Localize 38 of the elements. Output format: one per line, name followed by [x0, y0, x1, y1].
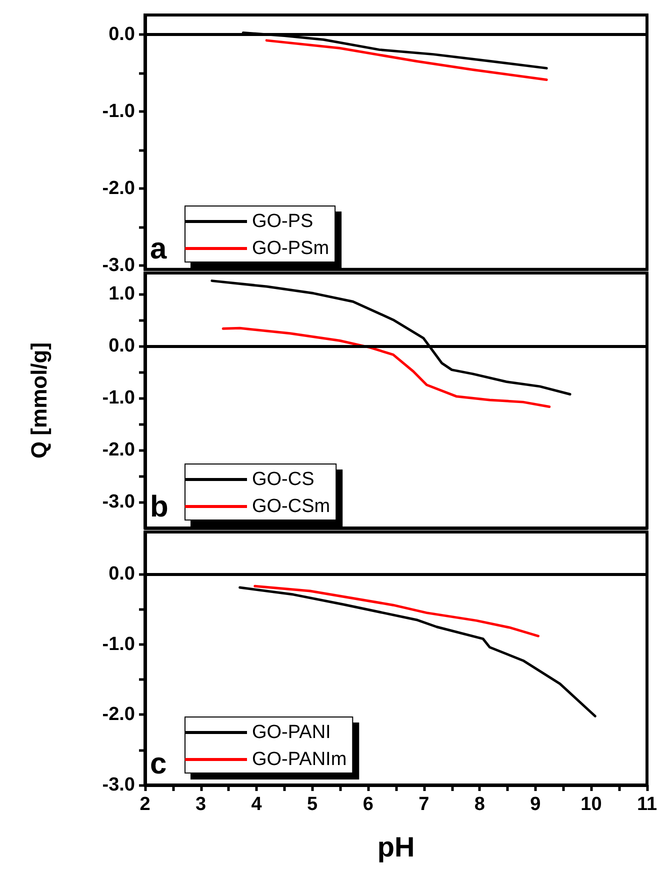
x-tick-label: 11: [636, 794, 658, 815]
y-tick-label: -2.0: [102, 439, 135, 460]
x-tick-label: 10: [580, 794, 602, 815]
annotation: b: [150, 490, 168, 524]
y-tick-label: -2.0: [102, 704, 135, 726]
y-tick-label: -1.0: [102, 100, 135, 122]
y-axis-title: Q [mmol/g]: [26, 342, 52, 459]
line-series: [222, 326, 551, 408]
y-tick-label: 0.0: [108, 564, 135, 585]
y-tick-label: -3.0: [102, 255, 135, 276]
legend-label: GO-PANIm: [252, 749, 347, 770]
annotation: c: [150, 748, 167, 780]
y-tick-label: -3.0: [102, 774, 135, 796]
annotation: a: [150, 232, 167, 266]
legend-label: GO-CSm: [252, 496, 330, 517]
y-tick-label: -1.0: [102, 634, 135, 655]
legend-label: GO-CS: [252, 469, 314, 490]
legend-label: GO-PSm: [252, 238, 330, 259]
x-tick-label: 3: [195, 794, 206, 815]
x-tick-label: 4: [251, 794, 262, 815]
y-tick-label: 0.0: [108, 335, 135, 356]
y-tick-label: 1.0: [108, 283, 135, 304]
x-tick-label: 8: [474, 794, 485, 815]
x-tick-label: 7: [418, 794, 430, 815]
x-tick-label: 5: [307, 794, 318, 815]
x-tick-label: 6: [362, 794, 374, 815]
legend-label: GO-PS: [252, 211, 314, 232]
x-tick-label: 9: [530, 794, 541, 815]
y-tick-label: 0.0: [108, 24, 135, 45]
y-tick-label: -3.0: [102, 491, 135, 512]
x-axis-title: pH: [377, 832, 415, 862]
line-series: [238, 586, 596, 718]
y-tick-label: -2.0: [102, 178, 135, 199]
line-series: [254, 584, 540, 638]
y-tick-label: -1.0: [102, 387, 135, 408]
x-tick-label: 2: [140, 794, 150, 815]
line-series: [265, 39, 548, 81]
legend-label: GO-PANI: [252, 722, 331, 743]
